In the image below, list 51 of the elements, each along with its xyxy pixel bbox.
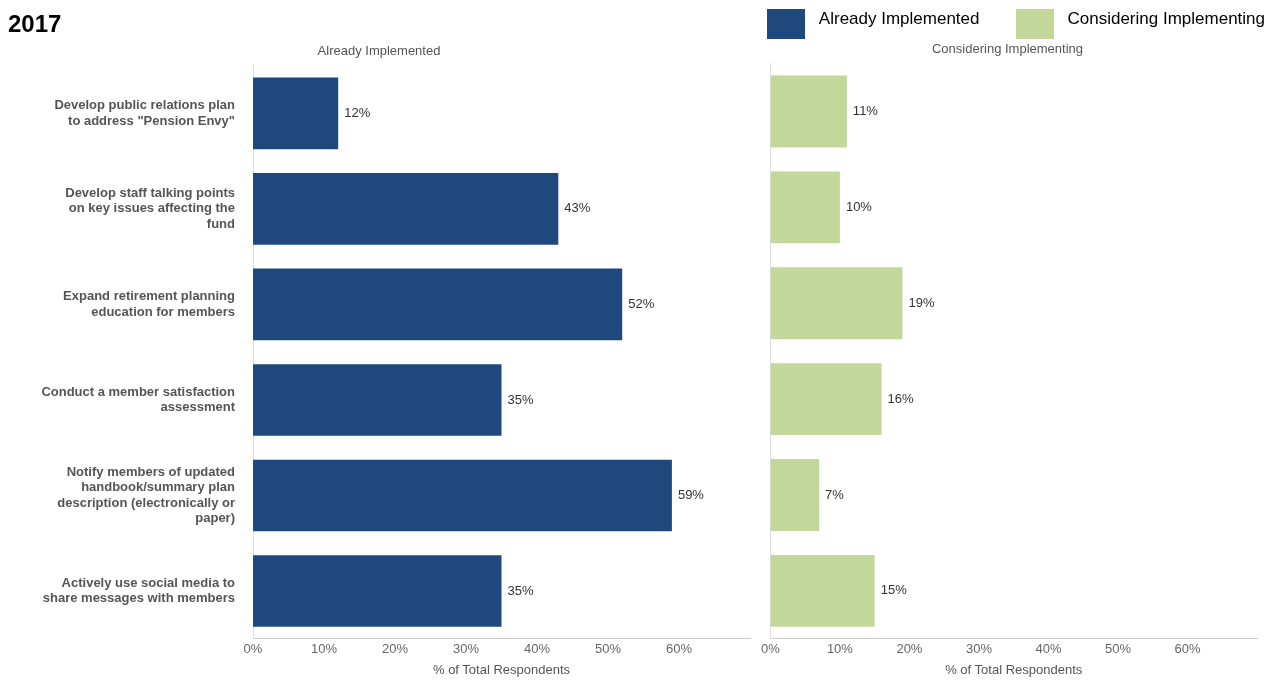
bar bbox=[770, 459, 820, 531]
bar bbox=[770, 171, 840, 244]
bar bbox=[253, 459, 672, 532]
data-label: 10% bbox=[845, 198, 873, 214]
x-tick-label: 60% bbox=[1174, 641, 1201, 657]
y-tick-label: Conduct a member satisfaction assessment bbox=[41, 383, 236, 415]
data-label: 11% bbox=[852, 103, 879, 119]
x-axis-title: % of Total Respondents bbox=[945, 661, 1083, 677]
bar bbox=[253, 364, 502, 436]
x-tick-label: 0% bbox=[243, 641, 263, 657]
data-label: 35% bbox=[507, 582, 534, 598]
x-tick-label: 30% bbox=[452, 641, 480, 657]
data-label: 35% bbox=[507, 391, 534, 407]
data-label: 15% bbox=[880, 582, 908, 598]
x-tick-label: 60% bbox=[665, 641, 693, 657]
x-tick-label: 50% bbox=[594, 641, 622, 657]
legend-label: Already Implemented bbox=[818, 9, 980, 29]
data-label: 19% bbox=[908, 294, 935, 310]
bar bbox=[253, 173, 559, 245]
data-label: 59% bbox=[677, 487, 705, 503]
data-label: 52% bbox=[628, 296, 655, 312]
data-label: 12% bbox=[344, 104, 371, 120]
bar bbox=[770, 267, 903, 340]
x-tick-label: 30% bbox=[965, 641, 993, 657]
data-label: 16% bbox=[887, 390, 915, 406]
data-label: 43% bbox=[564, 200, 591, 216]
x-tick-label: 40% bbox=[523, 641, 551, 657]
y-tick-label: Actively use social media to share messages with members bbox=[42, 574, 236, 606]
chart-subtitle: Considering Implementing bbox=[931, 41, 1084, 57]
y-tick-label: Develop public relations plan to address "Pension Envy" bbox=[54, 97, 236, 128]
bar bbox=[770, 363, 882, 436]
y-tick-label: Notify members of updated handbook/summary plan description (electronically or paper) bbox=[57, 463, 236, 526]
bar bbox=[253, 268, 623, 341]
x-tick-label: 20% bbox=[896, 641, 923, 657]
bar bbox=[253, 555, 502, 627]
x-tick-label: 0% bbox=[761, 641, 781, 657]
x-tick-label: 10% bbox=[310, 641, 338, 657]
x-tick-label: 40% bbox=[1035, 641, 1062, 657]
data-label: 7% bbox=[825, 486, 845, 502]
bar bbox=[770, 75, 847, 148]
x-axis-title: % of Total Respondents bbox=[432, 661, 571, 677]
y-tick-label: Develop staff talking points on key issues affecting the fund bbox=[65, 184, 236, 232]
x-tick-label: 20% bbox=[381, 641, 409, 657]
x-tick-label: 50% bbox=[1104, 641, 1132, 657]
x-tick-label: 10% bbox=[826, 641, 854, 657]
text: 2017 bbox=[8, 10, 62, 38]
chart-subtitle: Already Implemented bbox=[317, 43, 441, 59]
bar bbox=[253, 77, 339, 150]
bar bbox=[770, 554, 875, 627]
legend-label: Considering Implementing bbox=[1067, 9, 1265, 29]
y-tick-label: Expand retirement planning education for members bbox=[63, 288, 236, 319]
